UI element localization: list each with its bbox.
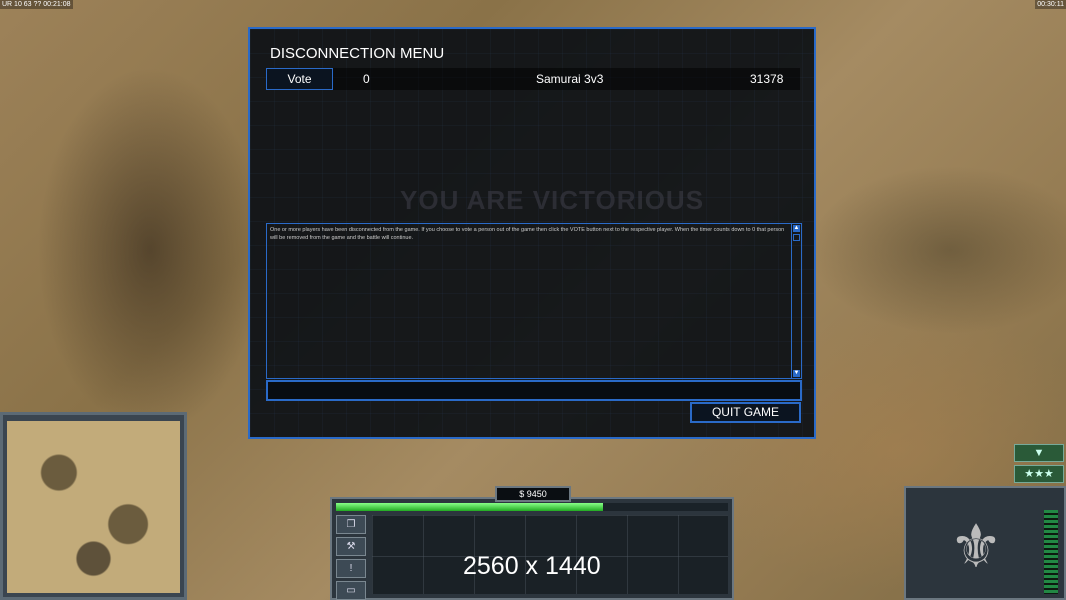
message-text: One or more players have been disconnect… — [270, 227, 785, 241]
scroll-up-button[interactable]: ▲ — [793, 225, 800, 232]
chat-input[interactable] — [266, 380, 802, 401]
build-grid[interactable] — [372, 515, 728, 594]
victory-background-text: YOU ARE VICTORIOUS — [400, 185, 705, 215]
vote-count: 0 — [363, 72, 370, 86]
power-bar-fill — [336, 503, 603, 511]
player-name: Samurai 3v3 — [536, 72, 604, 86]
resolution-overlay: 2560 x 1440 — [463, 552, 601, 580]
player-row: Vote 0 Samurai 3v3 31378 — [266, 68, 800, 90]
windows-icon[interactable]: ❐ — [336, 515, 366, 534]
faction-panel: ⚜ — [904, 486, 1066, 600]
vote-button[interactable]: Vote — [266, 68, 333, 90]
dialog-title: DISCONNECTION MENU — [270, 45, 445, 62]
message-box: One or more players have been disconnect… — [266, 223, 802, 379]
scroll-down-button[interactable]: ▼ — [793, 370, 800, 377]
command-panel: ❐ ⚒ ! ▭ — [330, 497, 734, 600]
sign-icon[interactable]: ▭ — [336, 581, 366, 600]
quit-game-button[interactable]: QUIT GAME — [690, 402, 801, 423]
disconnection-dialog: YOU ARE VICTORIOUS DISCONNECTION MENU Vo… — [248, 27, 816, 439]
rank-meter — [1044, 510, 1058, 594]
game-stats: UR 10 63 ?? 00:21:08 — [0, 0, 73, 9]
scroll-thumb[interactable] — [793, 234, 800, 241]
alert-icon[interactable]: ! — [336, 559, 366, 578]
rank-button[interactable]: ★★★ — [1014, 465, 1064, 483]
minimap[interactable] — [0, 412, 187, 600]
game-timer: 00:30:11 — [1035, 0, 1066, 9]
faction-emblem-icon: ⚜ — [949, 513, 1003, 580]
minimap-terrain[interactable] — [7, 421, 180, 593]
collapse-button[interactable]: ▼ — [1014, 444, 1064, 462]
player-timer: 31378 — [750, 72, 784, 86]
scrollbar[interactable]: ▲ ▼ — [791, 224, 801, 378]
money-display: $ 9450 — [495, 486, 571, 502]
wrench-icon[interactable]: ⚒ — [336, 537, 366, 556]
power-bar — [336, 503, 728, 511]
